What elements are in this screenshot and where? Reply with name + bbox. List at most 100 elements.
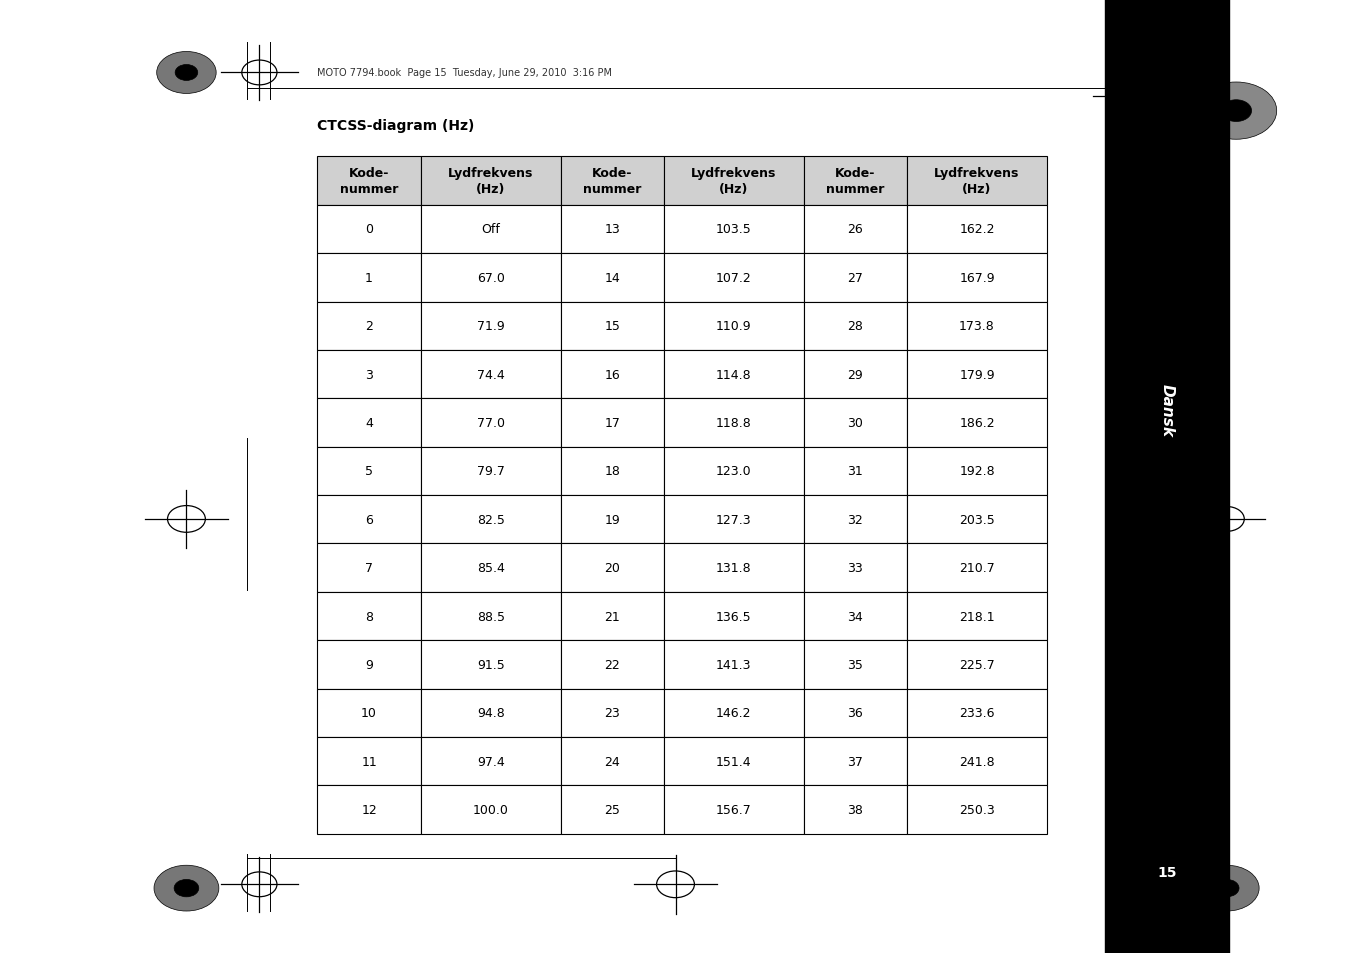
Text: Dansk: Dansk	[1159, 383, 1175, 436]
Bar	[907, 738, 1047, 785]
Text: Lydfrekvens
(Hz): Lydfrekvens (Hz)	[935, 167, 1020, 196]
Text: 19: 19	[604, 514, 620, 526]
Text: 33: 33	[847, 561, 863, 575]
Bar	[663, 302, 804, 351]
Bar	[907, 640, 1047, 689]
Bar	[663, 689, 804, 738]
Text: 186.2: 186.2	[959, 416, 994, 430]
Text: 103.5: 103.5	[716, 223, 751, 236]
Bar	[663, 206, 804, 253]
Bar	[804, 689, 907, 738]
Text: 15: 15	[604, 320, 620, 333]
Text: 26: 26	[847, 223, 863, 236]
Bar	[317, 399, 420, 447]
Text: 6: 6	[365, 514, 373, 526]
Bar	[804, 157, 907, 206]
Text: 27: 27	[847, 272, 863, 285]
Text: 9: 9	[365, 659, 373, 671]
Bar	[420, 351, 561, 399]
Bar	[317, 351, 420, 399]
Text: 21: 21	[604, 610, 620, 623]
Bar	[317, 738, 420, 785]
Bar	[317, 592, 420, 640]
Bar	[663, 253, 804, 302]
Bar	[804, 206, 907, 253]
Bar	[561, 592, 663, 640]
Text: 15: 15	[1158, 865, 1177, 879]
Text: 162.2: 162.2	[959, 223, 994, 236]
Bar	[663, 785, 804, 834]
Text: 7: 7	[365, 561, 373, 575]
Bar	[561, 689, 663, 738]
Bar	[317, 689, 420, 738]
Text: 94.8: 94.8	[477, 706, 504, 720]
Text: 11: 11	[361, 755, 377, 768]
Text: Off: Off	[481, 223, 500, 236]
Text: 17: 17	[604, 416, 620, 430]
Text: 29: 29	[847, 368, 863, 381]
Text: 233.6: 233.6	[959, 706, 994, 720]
Text: 14: 14	[604, 272, 620, 285]
Text: Kode-
nummer: Kode- nummer	[827, 167, 885, 196]
Text: Kode-
nummer: Kode- nummer	[584, 167, 642, 196]
Bar	[907, 351, 1047, 399]
Text: 10: 10	[361, 706, 377, 720]
Bar	[804, 738, 907, 785]
Bar	[907, 302, 1047, 351]
Text: 118.8: 118.8	[716, 416, 751, 430]
Text: 225.7: 225.7	[959, 659, 994, 671]
Bar	[663, 640, 804, 689]
Text: 241.8: 241.8	[959, 755, 994, 768]
Text: 16: 16	[604, 368, 620, 381]
Bar	[317, 544, 420, 592]
Bar	[317, 302, 420, 351]
Bar	[907, 399, 1047, 447]
Bar	[420, 399, 561, 447]
Bar	[907, 544, 1047, 592]
Bar	[561, 206, 663, 253]
Text: 91.5: 91.5	[477, 659, 504, 671]
Circle shape	[1194, 865, 1259, 911]
Text: CTCSS-diagram (Hz): CTCSS-diagram (Hz)	[317, 119, 474, 132]
Text: 25: 25	[604, 803, 620, 816]
Text: 32: 32	[847, 514, 863, 526]
Bar	[804, 785, 907, 834]
Bar	[907, 157, 1047, 206]
Text: 30: 30	[847, 416, 863, 430]
Bar	[663, 592, 804, 640]
Bar	[317, 206, 420, 253]
Text: 0: 0	[365, 223, 373, 236]
Bar	[907, 496, 1047, 544]
Bar	[317, 785, 420, 834]
Text: 218.1: 218.1	[959, 610, 994, 623]
Text: 24: 24	[604, 755, 620, 768]
Text: 107.2: 107.2	[716, 272, 751, 285]
Text: 173.8: 173.8	[959, 320, 994, 333]
Bar	[907, 592, 1047, 640]
Text: 77.0: 77.0	[477, 416, 505, 430]
Circle shape	[174, 880, 199, 897]
Bar	[663, 447, 804, 496]
Bar	[561, 157, 663, 206]
Bar	[907, 785, 1047, 834]
Text: 4: 4	[365, 416, 373, 430]
Bar	[804, 496, 907, 544]
Text: 67.0: 67.0	[477, 272, 504, 285]
Text: 131.8: 131.8	[716, 561, 751, 575]
Bar	[663, 496, 804, 544]
Text: 82.5: 82.5	[477, 514, 504, 526]
Text: 141.3: 141.3	[716, 659, 751, 671]
Bar	[420, 253, 561, 302]
Bar	[804, 351, 907, 399]
Text: 88.5: 88.5	[477, 610, 505, 623]
Bar	[804, 253, 907, 302]
Bar	[907, 447, 1047, 496]
Bar	[561, 399, 663, 447]
Bar	[317, 496, 420, 544]
Bar	[420, 157, 561, 206]
Text: 127.3: 127.3	[716, 514, 751, 526]
Text: 18: 18	[604, 465, 620, 477]
Text: 100.0: 100.0	[473, 803, 508, 816]
Text: 12: 12	[361, 803, 377, 816]
Bar	[420, 640, 561, 689]
